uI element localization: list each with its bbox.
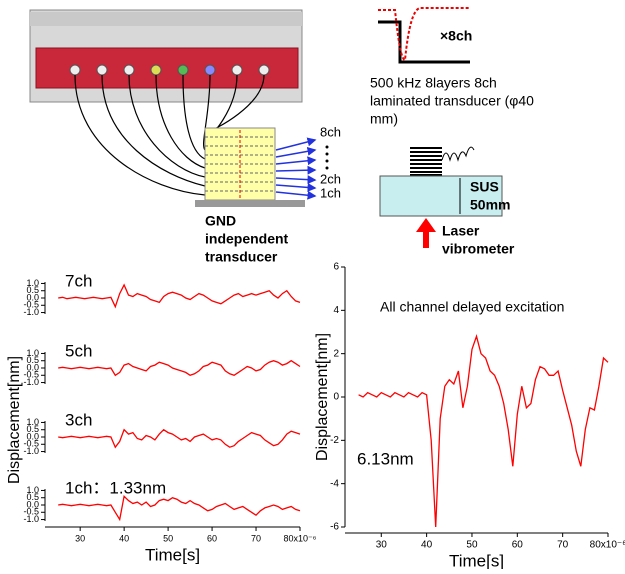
charts: 1.00.50.0-0.5-1.07chDisplacement[nm]1.00… — [6, 262, 625, 571]
channel-arrows — [275, 137, 317, 200]
chart-title: All channel delayed excitation — [380, 299, 564, 315]
transducer-label: laminated transducer (φ40 — [370, 93, 534, 109]
pulse — [378, 20, 470, 64]
x-tick-label: 50 — [466, 540, 478, 551]
x-tick-label: 60 — [207, 533, 217, 543]
pulse-delayed — [378, 7, 470, 62]
y-tick-label: 0 — [333, 392, 339, 403]
transducer-label: 500 kHz 8layers 8ch — [370, 75, 497, 91]
channel-label: 2ch — [320, 171, 341, 186]
transducer-label: mm) — [370, 111, 398, 127]
series-line — [58, 359, 301, 377]
coil — [441, 146, 475, 162]
y-tick-label: -6 — [330, 522, 339, 533]
y-tick-label: -4 — [330, 478, 339, 489]
laminated-stack — [410, 147, 442, 176]
y-tick-label: -2 — [330, 435, 339, 446]
channel-label: 5ch — [65, 341, 92, 360]
y-tick-label: 4 — [333, 305, 339, 316]
x-tick-label: 60 — [512, 540, 524, 551]
laser-arrow — [416, 218, 436, 248]
annotation: 6.13nm — [357, 449, 414, 468]
gnd-label: GND — [205, 213, 236, 229]
y-tick-label: -0.5 — [23, 439, 39, 449]
y-tick-label: 2 — [333, 348, 339, 359]
channel-label: 1ch：1.33nm — [65, 478, 166, 497]
x-tick-label: 80x10⁻⁶ — [284, 533, 317, 543]
y-tick-label: -1.0 — [23, 446, 39, 456]
y-tick-label: 0.0 — [26, 362, 39, 372]
sus-label: 50mm — [470, 197, 510, 213]
x-tick-label: 30 — [75, 533, 85, 543]
y-tick-label: 1.0 — [26, 417, 39, 427]
y-tick-label: -0.5 — [23, 370, 39, 380]
gnd-label: transducer — [205, 249, 278, 265]
series-line — [58, 283, 301, 309]
y-tick-label: 0.0 — [26, 292, 39, 302]
y-tick-label: -0.5 — [23, 300, 39, 310]
gnd-label: independent — [205, 231, 289, 247]
multiplier: ×8ch — [440, 28, 472, 44]
channel-label: 1ch — [320, 185, 341, 200]
y-tick-label: 1.0 — [26, 278, 39, 288]
y-tick-label: 1.0 — [26, 485, 39, 495]
y-tick-label: 0.5 — [26, 355, 39, 365]
series-line — [358, 334, 609, 528]
y-axis-label: Displacement[nm] — [314, 333, 331, 461]
x-tick-label: 40 — [119, 533, 129, 543]
x-tick-label: 50 — [163, 533, 173, 543]
x-tick-label: 70 — [251, 533, 261, 543]
laser-label: vibrometer — [442, 241, 515, 257]
gnd-plate — [195, 200, 305, 207]
y-tick-label: -1.0 — [23, 514, 39, 524]
series-line — [58, 494, 301, 522]
ellipsis — [325, 145, 329, 170]
x-tick-label: 30 — [376, 540, 388, 551]
y-tick-label: 1.0 — [26, 348, 39, 358]
y-tick-label: 0.5 — [26, 492, 39, 502]
y-tick-label: -0.5 — [23, 507, 39, 517]
laser-label: Laser — [442, 223, 480, 239]
x-axis-label: Time[s] — [449, 551, 504, 569]
x-tick-label: 40 — [421, 540, 433, 551]
x-tick-label: 70 — [557, 540, 569, 551]
channel-label: 7ch — [65, 271, 92, 290]
y-tick-label: 0.0 — [26, 431, 39, 441]
x-tick-label: 80x10⁻⁶ — [590, 540, 625, 551]
y-tick-label: 0.0 — [26, 499, 39, 509]
series-line — [58, 428, 301, 449]
y-tick-label: 6 — [333, 262, 339, 273]
channel-label: 3ch — [65, 410, 92, 429]
y-tick-label: 0.5 — [26, 285, 39, 295]
x-axis-label: Time[s] — [145, 545, 200, 564]
sus-label: SUS — [470, 179, 499, 195]
channel-label: 8ch — [320, 124, 341, 139]
y-tick-label: -1.0 — [23, 307, 39, 317]
y-axis-label: Displacement[nm] — [6, 356, 23, 484]
y-tick-label: -1.0 — [23, 377, 39, 387]
sus-block — [379, 175, 503, 217]
y-tick-label: 0.5 — [26, 424, 39, 434]
